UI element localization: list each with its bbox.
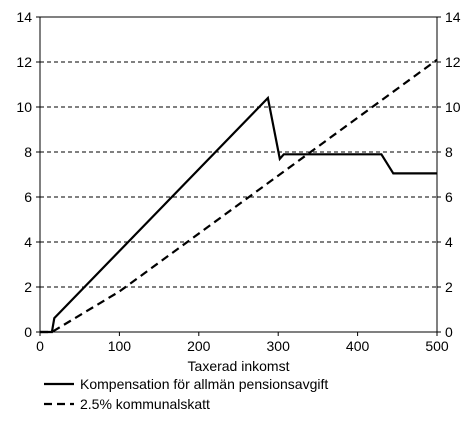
plot-frame bbox=[39, 16, 438, 333]
y-tick-label-right: 2 bbox=[445, 279, 453, 295]
y-tick-label-right: 14 bbox=[445, 9, 461, 25]
series-line-1 bbox=[40, 58, 438, 334]
y-tick-label-right: 6 bbox=[445, 189, 453, 205]
y-tick-label-right: 4 bbox=[445, 234, 453, 250]
grid-lines bbox=[40, 61, 437, 288]
y-tick-label-left: 4 bbox=[24, 234, 32, 250]
x-tick-label: 100 bbox=[108, 338, 132, 354]
y-tick-label-left: 6 bbox=[24, 189, 32, 205]
y-tick-label-left: 0 bbox=[24, 324, 32, 340]
legend: Kompensation för allmän pensionsavgift 2.… bbox=[44, 376, 328, 412]
y-tick-label-right: 8 bbox=[445, 144, 453, 160]
y-tick-label-left: 2 bbox=[24, 279, 32, 295]
x-tick-label: 200 bbox=[187, 338, 211, 354]
y-tick-label-left: 14 bbox=[16, 9, 32, 25]
x-axis-label: Taxerad inkomst bbox=[188, 358, 290, 374]
x-tick-label: 500 bbox=[425, 338, 449, 354]
x-tick-label: 0 bbox=[36, 338, 44, 354]
y-tick-label-left: 8 bbox=[24, 144, 32, 160]
legend-label-0: Kompensation för allmän pensionsavgift bbox=[80, 376, 328, 392]
x-tick-label: 300 bbox=[267, 338, 291, 354]
y-tick-label-right: 10 bbox=[445, 99, 461, 115]
series-layer bbox=[40, 58, 438, 334]
y-tick-label-left: 12 bbox=[16, 54, 32, 70]
x-tick-label: 400 bbox=[346, 338, 370, 354]
legend-label-1: 2.5% kommunalskatt bbox=[80, 396, 210, 412]
y-tick-label-left: 10 bbox=[16, 99, 32, 115]
y-tick-label-right: 12 bbox=[445, 54, 461, 70]
series-line-0 bbox=[40, 95, 437, 334]
y-tick-label-right: 0 bbox=[445, 324, 453, 340]
